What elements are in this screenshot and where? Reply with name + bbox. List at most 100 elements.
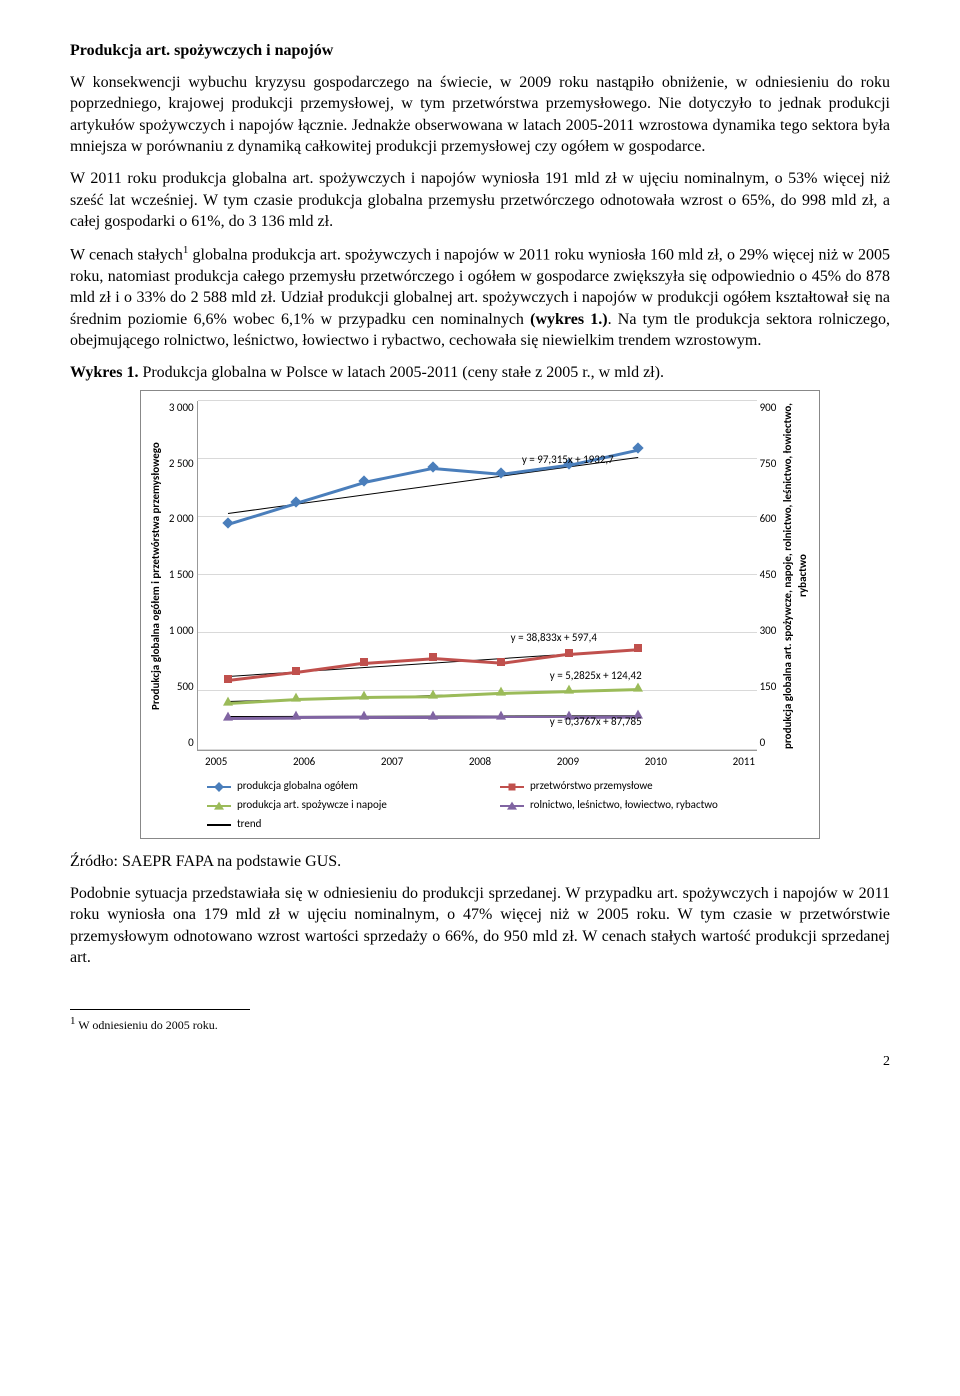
legend-marker-icon <box>207 801 231 811</box>
legend-marker-icon <box>500 801 524 811</box>
section-heading: Produkcja art. spożywczych i napojów <box>70 40 890 62</box>
y-right-tick: 900 <box>760 401 777 416</box>
chart-line-segment <box>433 716 501 719</box>
chart-line-segment <box>433 692 501 698</box>
chart-data-point <box>633 683 643 692</box>
legend-item: trend <box>207 817 480 832</box>
chart-source: Źródło: SAEPR FAPA na podstawie GUS. <box>70 851 890 873</box>
chart-line-segment <box>501 690 569 694</box>
footnote-text: W odniesieniu do 2005 roku. <box>76 1018 218 1032</box>
chart-title-a: Wykres 1. <box>70 364 138 381</box>
y-left-tick: 1 000 <box>169 624 194 639</box>
trend-equation: y = 0,3767x + 87,785 <box>550 715 642 730</box>
gridline <box>198 690 757 691</box>
legend-item: przetwórstwo przemysłowe <box>500 779 773 794</box>
chart-line-segment <box>569 688 637 692</box>
y-left-tick: 0 <box>169 736 194 751</box>
legend-item: produkcja art. spożywcze i napoje <box>207 798 480 813</box>
x-tick: 2005 <box>205 755 227 770</box>
trend-equation: y = 38,833x + 597,4 <box>511 631 597 646</box>
gridline <box>198 632 757 633</box>
chart-container: Produkcja globalna ogółem i przetwórstwa… <box>140 390 820 839</box>
y-right-tick: 600 <box>760 512 777 527</box>
y-right-tick: 750 <box>760 457 777 472</box>
y-right-tick: 450 <box>760 568 777 583</box>
chart-data-point <box>496 687 506 696</box>
y-left-tick: 1 500 <box>169 568 194 583</box>
chart-body: Produkcja globalna ogółem i przetwórstwa… <box>147 401 813 751</box>
legend-marker-icon <box>207 820 231 830</box>
chart-line-segment <box>364 467 433 483</box>
chart-data-point <box>428 711 438 720</box>
x-tick: 2007 <box>381 755 403 770</box>
chart-data-point <box>222 517 233 528</box>
chart-data-point <box>290 496 301 507</box>
chart-data-point <box>359 711 369 720</box>
chart-line-segment <box>296 696 364 700</box>
chart-line-segment <box>296 481 365 504</box>
chart-data-point <box>359 475 370 486</box>
chart-line-segment <box>228 716 296 719</box>
y-axis-left-ticks: 3 000 2 500 2 000 1 500 1 000 500 0 <box>166 401 197 751</box>
p3-bold: (wykres 1.) <box>530 311 607 328</box>
gridline <box>198 516 757 517</box>
y-left-tick: 3 000 <box>169 401 194 416</box>
chart-data-point <box>634 644 642 652</box>
chart-line-segment <box>501 653 570 665</box>
chart-data-point <box>428 690 438 699</box>
chart-line-segment <box>364 716 432 719</box>
p3-a: W cenach stałych <box>70 246 183 263</box>
gridline <box>198 749 757 750</box>
y-left-tick: 500 <box>169 680 194 695</box>
chart-data-point <box>427 461 438 472</box>
chart-data-point <box>291 693 301 702</box>
chart-legend: produkcja globalna ogółem przetwórstwo pr… <box>207 779 773 832</box>
chart-data-point <box>359 691 369 700</box>
chart-data-point <box>565 649 573 657</box>
chart-line-segment <box>227 502 296 525</box>
y-right-tick: 150 <box>760 680 777 695</box>
x-axis: 2005 2006 2007 2008 2009 2010 2011 <box>205 751 755 770</box>
trend-equation: y = 97,315x + 1932,7 <box>522 453 614 468</box>
chart-data-point <box>429 653 437 661</box>
x-tick: 2010 <box>645 755 667 770</box>
y-left-tick: 2 000 <box>169 512 194 527</box>
chart-data-point <box>223 697 233 706</box>
chart-plot-area: y = 97,315x + 1932,7 y = 38,833x + 597,4 y… <box>197 401 757 751</box>
y-axis-right-label: produkcja globalna art. spożywcze, napoj… <box>779 401 813 751</box>
legend-label: produkcja globalna ogółem <box>237 779 358 794</box>
y-axis-left-label: Produkcja globalna ogółem i przetwórstwa… <box>147 401 166 751</box>
paragraph-1: W konsekwencji wybuchu kryzysu gospodarc… <box>70 72 890 158</box>
y-right-tick: 0 <box>760 736 777 751</box>
legend-label: produkcja art. spożywcze i napoje <box>237 798 387 813</box>
paragraph-4: Podobnie sytuacja przedstawiała się w od… <box>70 883 890 969</box>
legend-label: trend <box>237 817 261 832</box>
chart-line-segment <box>433 467 502 475</box>
chart-data-point <box>360 658 368 666</box>
x-tick: 2009 <box>557 755 579 770</box>
chart-data-point <box>497 658 505 666</box>
x-tick: 2011 <box>733 755 755 770</box>
chart-data-point <box>632 443 643 454</box>
paragraph-3: W cenach stałych1 globalna produkcja art… <box>70 243 890 352</box>
y-right-tick: 300 <box>760 624 777 639</box>
chart-data-point <box>496 710 506 719</box>
chart-title-b: Produkcja globalna w Polsce w latach 200… <box>138 364 664 381</box>
y-axis-right-ticks: 900 750 600 450 300 150 0 <box>757 401 780 751</box>
chart-data-point <box>223 711 233 720</box>
x-tick: 2006 <box>293 755 315 770</box>
gridline <box>198 458 757 459</box>
chart-line-segment <box>569 648 637 655</box>
y-left-tick: 2 500 <box>169 457 194 472</box>
gridline <box>198 400 757 401</box>
legend-label: przetwórstwo przemysłowe <box>530 779 653 794</box>
x-tick: 2008 <box>469 755 491 770</box>
chart-title: Wykres 1. Produkcja globalna w Polsce w … <box>70 362 890 384</box>
gridline <box>198 574 757 575</box>
legend-item: produkcja globalna ogółem <box>207 779 480 794</box>
chart-data-point <box>292 667 300 675</box>
paragraph-2: W 2011 roku produkcja globalna art. spoż… <box>70 168 890 233</box>
legend-item: rolnictwo, leśnictwo, łowiectwo, rybactw… <box>500 798 773 813</box>
chart-data-point <box>224 675 232 683</box>
legend-marker-icon <box>500 782 524 792</box>
